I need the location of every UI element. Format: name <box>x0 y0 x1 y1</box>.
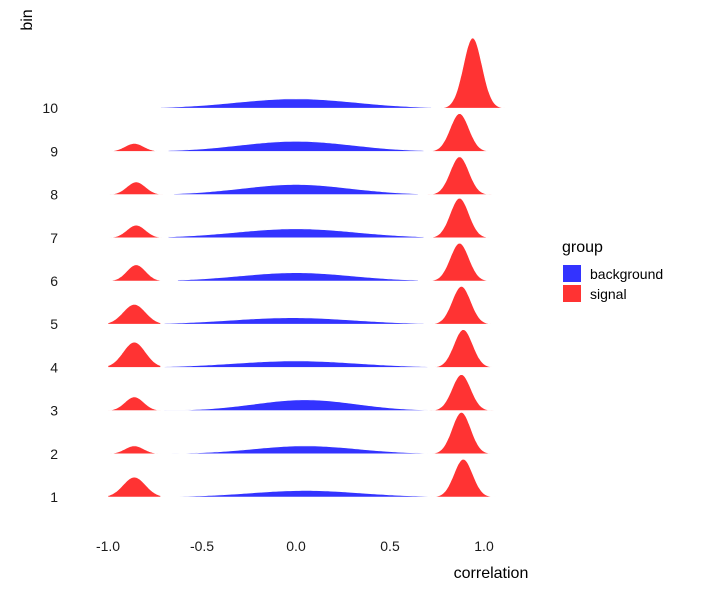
y-tick-label-3: 3 <box>50 403 58 419</box>
signal-upper-ridge-bin-9 <box>427 113 492 152</box>
legend-title: group <box>562 239 603 256</box>
signal-upper-ridge-bin-6 <box>427 242 492 282</box>
signal-lower-ridge-bin-4 <box>107 341 161 368</box>
background-ridge-bin-1 <box>164 490 428 498</box>
background-ridge-bin-2 <box>167 445 428 455</box>
background-ridge-bin-6 <box>177 272 419 282</box>
signal-upper-ridge-bin-7 <box>427 197 492 239</box>
signal-upper-ridge-bin-2 <box>429 412 494 455</box>
signal-upper-ridge-bin-4 <box>431 329 496 368</box>
signal-lower-ridge-bin-9 <box>107 143 161 152</box>
y-tick-label-7: 7 <box>50 230 58 246</box>
y-axis-title: bin <box>19 9 36 30</box>
signal-lower-ridge-bin-5 <box>107 304 161 325</box>
y-tick-label-9: 9 <box>50 143 58 159</box>
background-ridge-bin-8 <box>173 184 419 195</box>
background-ridge-bin-10 <box>160 98 432 109</box>
legend-label-background: background <box>590 266 663 282</box>
signal-lower-ridge-bin-8 <box>109 181 163 195</box>
background-ridge-bin-5 <box>164 317 425 325</box>
signal-upper-ridge-bin-8 <box>427 156 492 195</box>
y-tick-label-8: 8 <box>50 187 58 203</box>
background-ridge-bin-7 <box>167 228 425 239</box>
signal-upper-ridge-bin-3 <box>429 374 494 411</box>
signal-lower-ridge-bin-1 <box>107 476 161 498</box>
signal-upper-ridge-bin-1 <box>431 458 496 498</box>
y-tick-label-6: 6 <box>50 273 58 289</box>
x-tick-label-1: -0.5 <box>190 538 214 554</box>
x-axis-title: correlation <box>454 565 529 582</box>
x-tick-label-3: 0.5 <box>380 538 400 554</box>
y-tick-label-5: 5 <box>50 316 58 332</box>
y-tick-label-2: 2 <box>50 446 58 462</box>
x-tick-label-2: 0.0 <box>286 538 306 554</box>
y-tick-label-1: 1 <box>50 489 58 505</box>
signal-upper-ridge-bin-5 <box>429 286 494 325</box>
signal-lower-ridge-bin-2 <box>107 445 161 455</box>
ridges-layer <box>107 37 505 498</box>
x-tick-label-4: 1.0 <box>474 538 494 554</box>
legend: group background signal <box>562 239 663 302</box>
signal-lower-ridge-bin-7 <box>109 224 163 239</box>
signal-lower-ridge-bin-6 <box>109 264 163 282</box>
legend-key-background <box>563 265 581 282</box>
x-axis-ticks: -1.0 -0.5 0.0 0.5 1.0 <box>96 538 494 554</box>
y-tick-label-10: 10 <box>42 100 58 116</box>
background-ridge-bin-9 <box>167 141 425 152</box>
background-ridge-bin-3 <box>164 399 428 411</box>
legend-label-signal: signal <box>590 286 627 302</box>
y-tick-label-4: 4 <box>50 359 58 375</box>
x-tick-label-0: -1.0 <box>96 538 120 554</box>
background-ridge-bin-4 <box>164 360 428 368</box>
signal-upper-ridge-bin-10 <box>440 37 505 109</box>
legend-key-signal <box>563 285 581 302</box>
signal-lower-ridge-bin-3 <box>107 396 161 411</box>
y-axis-ticks: 1 2 3 4 5 6 7 8 9 10 <box>42 100 58 505</box>
